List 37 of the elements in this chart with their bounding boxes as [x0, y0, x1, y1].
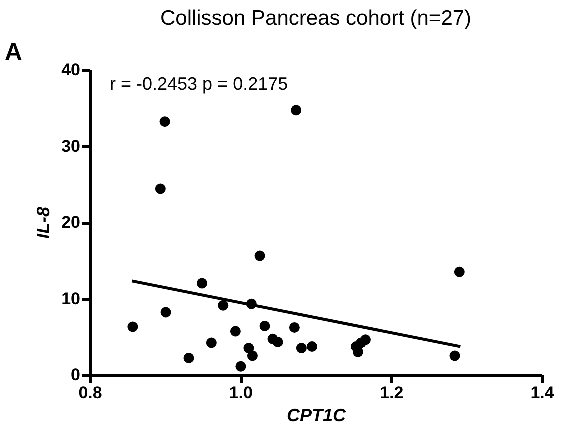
chart-title: Collisson Pancreas cohort (n=27) — [160, 7, 472, 30]
point — [306, 342, 318, 352]
y-tick-label: 40 — [62, 60, 80, 80]
point — [356, 338, 367, 348]
point — [352, 346, 364, 358]
text: A — [5, 39, 22, 66]
point — [160, 116, 170, 128]
point — [272, 336, 284, 348]
y-tick-label: 0 — [71, 366, 80, 384]
point — [289, 322, 300, 333]
x-tick-label: 1.4 — [530, 384, 555, 402]
point — [184, 352, 194, 364]
point — [296, 343, 307, 354]
point — [230, 326, 241, 337]
point — [254, 250, 266, 262]
point — [128, 322, 138, 332]
point — [206, 338, 217, 348]
point — [291, 105, 302, 116]
y-axis-title: IL-8 — [34, 206, 54, 240]
x-axis-title: CPT1C — [286, 406, 348, 426]
x-tick-label: 1.0 — [229, 384, 253, 402]
y-tick-label: 10 — [62, 289, 80, 308]
point — [454, 266, 465, 278]
point — [244, 343, 254, 354]
point — [155, 184, 166, 194]
x-tick-label: 0.8 — [78, 384, 102, 402]
point — [236, 361, 246, 372]
point — [247, 350, 258, 362]
point — [197, 278, 208, 289]
point — [450, 350, 460, 362]
point — [160, 307, 172, 318]
point — [260, 320, 270, 332]
point — [218, 300, 229, 311]
x-tick-label: 1.2 — [380, 384, 404, 402]
y-tick-label: 20 — [62, 213, 80, 232]
y-tick-label: 30 — [62, 136, 80, 156]
annotation: r = -0.2453 p = 0.2175 — [110, 74, 288, 94]
